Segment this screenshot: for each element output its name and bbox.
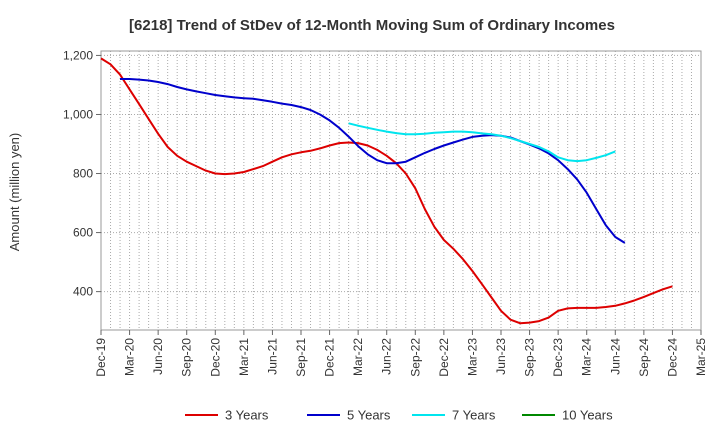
x-tick-label: Sep-20	[180, 338, 194, 377]
x-tick-label: Dec-23	[551, 338, 565, 377]
x-tick-label: Sep-22	[408, 338, 422, 377]
x-tick-label: Dec-21	[323, 338, 337, 377]
x-tick-label: Mar-21	[237, 338, 251, 376]
series-line-7-years	[348, 122, 616, 163]
y-tick-label: 1,000	[63, 107, 93, 121]
x-tick-label: Dec-24	[665, 338, 679, 377]
legend-label: 3 Years	[225, 408, 269, 423]
x-tick-label: Dec-19	[94, 338, 108, 377]
x-tick-label: Sep-21	[294, 338, 308, 377]
x-tick-label: Jun-23	[494, 338, 508, 375]
chart-title: [6218] Trend of StDev of 12-Month Moving…	[129, 17, 615, 34]
series-line-5-years	[120, 78, 626, 244]
x-tick-label: Mar-25	[694, 338, 708, 376]
x-tick-label: Mar-20	[123, 338, 137, 376]
series-line-3-years	[100, 57, 673, 325]
y-tick-label: 400	[73, 285, 93, 299]
x-tick-label: Jun-24	[608, 338, 622, 375]
legend-label: 7 Years	[452, 408, 496, 423]
legend-label: 10 Years	[562, 408, 613, 423]
plot-area-border	[100, 50, 702, 331]
x-tick-label: Sep-24	[637, 338, 651, 377]
y-tick-label: 1,200	[63, 48, 93, 62]
grid	[101, 51, 701, 330]
x-tick-label: Mar-24	[580, 338, 594, 376]
x-tick-label: Jun-21	[265, 338, 279, 375]
x-tick-label: Mar-22	[351, 338, 365, 376]
y-tick-label: 800	[73, 167, 93, 181]
x-tick-label: Jun-22	[380, 338, 394, 375]
x-axis-ticks: Dec-19 Mar-20 Jun-20 Sep-20 Dec-20 Mar-21 Jun-…	[94, 330, 708, 377]
x-tick-label: Dec-20	[208, 338, 222, 377]
legend-label: 5 Years	[347, 408, 391, 423]
series-lines	[100, 57, 673, 325]
x-tick-label: Jun-20	[151, 338, 165, 375]
legend: 3 Years 5 Years 7 Years 10 Years	[185, 408, 613, 423]
y-axis-label: Amount (million yen)	[7, 133, 22, 252]
y-axis-ticks: 400 600 800 1,000 1,200	[63, 48, 101, 299]
x-tick-label: Dec-22	[437, 338, 451, 377]
y-tick-label: 600	[73, 226, 93, 240]
x-tick-label: Mar-23	[465, 338, 479, 376]
x-tick-label: Sep-23	[523, 338, 537, 377]
